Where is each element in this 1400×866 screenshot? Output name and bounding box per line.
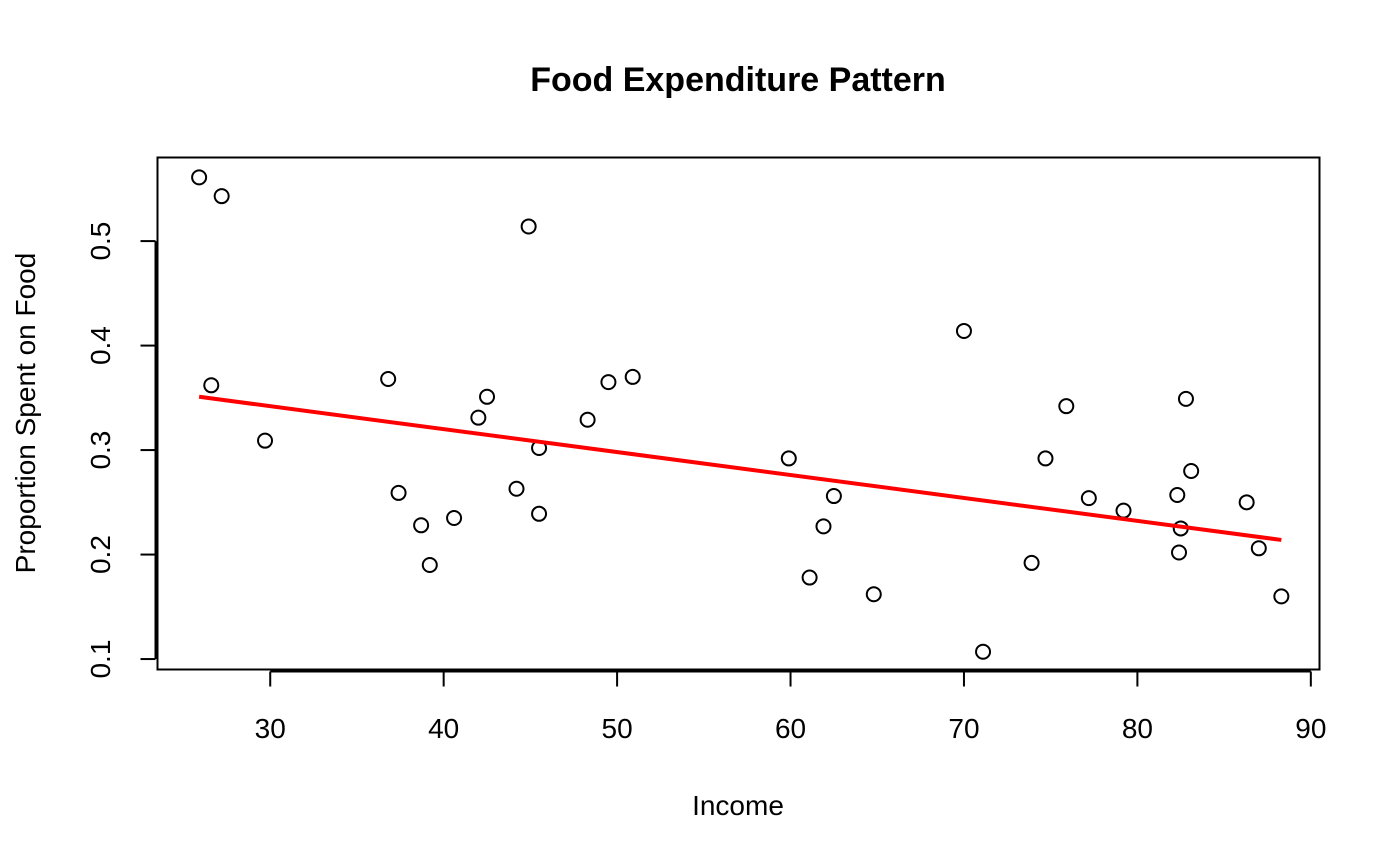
y-tick-label: 0.2 (85, 535, 116, 574)
data-point (1037, 450, 1054, 467)
data-point (520, 218, 537, 235)
regression-line (198, 394, 1282, 542)
data-point (446, 509, 463, 526)
data-point (1023, 554, 1040, 571)
data-point (508, 480, 525, 497)
data-point (780, 450, 797, 467)
data-point (479, 388, 496, 405)
x-tick-label: 80 (1122, 713, 1153, 744)
data-point (421, 557, 438, 574)
x-axis-label: Income (692, 790, 784, 821)
data-point (955, 322, 972, 339)
data-point (470, 409, 487, 426)
data-point (390, 484, 407, 501)
y-tick-label: 0.5 (85, 222, 116, 261)
data-point (191, 169, 208, 186)
data-point (203, 377, 220, 394)
data-point (257, 432, 274, 449)
data-point (975, 643, 992, 660)
data-point (531, 505, 548, 522)
data-point (1171, 544, 1188, 561)
data-point (825, 488, 842, 505)
regression-line-group (198, 394, 1282, 542)
data-point (624, 368, 641, 385)
y-tick-label: 0.3 (85, 431, 116, 470)
x-tick-label: 60 (775, 713, 806, 744)
chart-title: Food Expenditure Pattern (530, 61, 946, 99)
x-tick-label: 90 (1295, 713, 1326, 744)
x-tick-label: 40 (428, 713, 459, 744)
data-point (1058, 398, 1075, 415)
y-tick-label: 0.1 (85, 640, 116, 679)
data-point (1250, 540, 1267, 557)
data-point (380, 371, 397, 388)
y-axis-label: Proportion Spent on Food (10, 253, 41, 574)
data-point (801, 569, 818, 586)
data-point (815, 518, 832, 535)
data-point (1273, 588, 1290, 605)
data-point (413, 517, 430, 534)
data-point (1115, 502, 1132, 519)
data-point (1177, 390, 1194, 407)
data-point (213, 188, 230, 205)
data-point (1169, 487, 1186, 504)
data-points (191, 169, 1290, 660)
data-point (1238, 494, 1255, 511)
data-point (579, 411, 596, 428)
data-point (1183, 462, 1200, 479)
plot-frame (156, 156, 1321, 671)
x-tick-label: 50 (602, 713, 633, 744)
x-axis: 30 40 50 60 70 80 90 (255, 670, 1326, 744)
x-tick-label: 30 (255, 713, 286, 744)
data-point (600, 374, 617, 391)
y-axis: 0.1 0.2 0.3 0.4 0.5 (85, 222, 157, 679)
data-point (1080, 490, 1097, 507)
data-point (865, 586, 882, 603)
x-tick-label: 70 (948, 713, 979, 744)
y-tick-label: 0.4 (85, 326, 116, 365)
